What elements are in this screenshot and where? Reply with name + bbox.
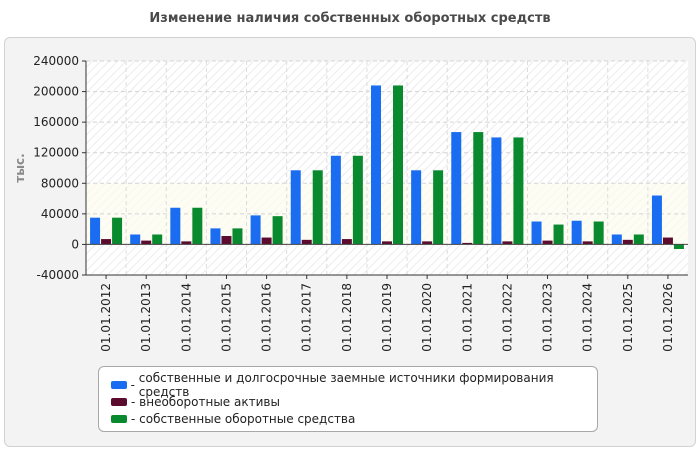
bar <box>422 241 433 245</box>
bar <box>181 241 192 245</box>
bar <box>451 132 462 245</box>
legend-item: - внеоборотные активы <box>111 393 597 410</box>
x-tick-label: 01.01.2026 <box>661 283 675 352</box>
bar <box>141 240 152 245</box>
x-tick-label: 01.01.2024 <box>581 283 595 352</box>
bar <box>272 216 283 245</box>
legend-swatch <box>111 380 127 389</box>
x-tick-label: 01.01.2016 <box>260 283 274 352</box>
x-tick-label: 01.01.2022 <box>500 283 514 352</box>
x-tick-label: 01.01.2025 <box>621 283 635 352</box>
bar <box>571 220 582 245</box>
x-tick-label: 01.01.2017 <box>300 283 314 352</box>
bar <box>582 241 593 245</box>
x-tick-label: 01.01.2020 <box>420 283 434 352</box>
bar <box>301 239 312 245</box>
bar <box>502 241 513 245</box>
bar <box>622 239 633 245</box>
bar <box>210 228 221 245</box>
legend-prefix: - <box>130 377 139 392</box>
x-tick-label: 01.01.2013 <box>139 283 153 352</box>
y-tick-label: 80000 <box>41 176 79 190</box>
bar <box>130 234 141 245</box>
y-tick-label: 120000 <box>33 146 79 160</box>
y-tick-label: 200000 <box>33 85 79 99</box>
legend-label: собственные оборотные средства <box>139 411 356 426</box>
bar <box>651 195 662 245</box>
legend-swatch <box>111 414 127 423</box>
bar <box>290 170 301 245</box>
bar <box>352 155 363 245</box>
bar <box>152 234 163 245</box>
bar <box>250 215 261 245</box>
bar <box>312 170 323 245</box>
legend-swatch <box>111 397 127 406</box>
legend-label: внеоборотные активы <box>139 394 280 409</box>
legend-item: - собственные оборотные средства <box>111 410 597 427</box>
bar <box>221 236 232 245</box>
bar <box>330 155 341 245</box>
bar <box>462 242 473 245</box>
y-tick-label: -40000 <box>36 268 79 282</box>
bar <box>170 207 181 245</box>
x-tick-label: 01.01.2012 <box>99 283 113 352</box>
bar <box>553 224 564 245</box>
bar <box>192 207 203 245</box>
bar <box>232 228 243 245</box>
bar <box>633 234 644 245</box>
bar <box>611 234 622 245</box>
bar <box>433 170 444 245</box>
bar <box>473 132 484 245</box>
y-tick-label: 160000 <box>33 115 79 129</box>
bar <box>411 170 422 245</box>
x-tick-label: 01.01.2015 <box>219 283 233 352</box>
x-tick-label: 01.01.2018 <box>340 283 354 352</box>
bar <box>371 85 381 245</box>
bar <box>382 241 392 245</box>
x-tick-label: 01.01.2021 <box>460 283 474 352</box>
bar <box>341 239 352 245</box>
bar <box>90 217 101 245</box>
y-axis-label: тыс. <box>13 153 27 182</box>
bar <box>261 237 272 245</box>
y-tick-label: 240000 <box>33 54 79 68</box>
x-tick-label: 01.01.2019 <box>380 283 394 352</box>
legend-prefix: - <box>131 394 140 409</box>
legend-prefix: - <box>131 411 140 426</box>
bar <box>112 217 123 245</box>
bar <box>491 137 502 245</box>
legend-item: - собственные и долгосрочные заемные ист… <box>111 371 597 399</box>
bar <box>662 237 673 245</box>
x-tick-label: 01.01.2014 <box>179 283 193 352</box>
bar <box>531 221 542 245</box>
bar <box>542 240 553 245</box>
bar <box>593 221 604 245</box>
bar <box>101 239 112 245</box>
chart-legend: - собственные и долгосрочные заемные ист… <box>98 366 598 432</box>
x-tick-label: 01.01.2023 <box>541 283 555 352</box>
bar <box>513 137 524 245</box>
y-tick-label: 40000 <box>41 207 79 221</box>
y-tick-label: 0 <box>71 237 79 251</box>
bar <box>393 85 403 245</box>
legend-label: собственные и долгосрочные заемные источ… <box>138 370 554 399</box>
chart-title: Изменение наличия собственных оборотных … <box>149 11 551 26</box>
bar <box>673 244 684 250</box>
